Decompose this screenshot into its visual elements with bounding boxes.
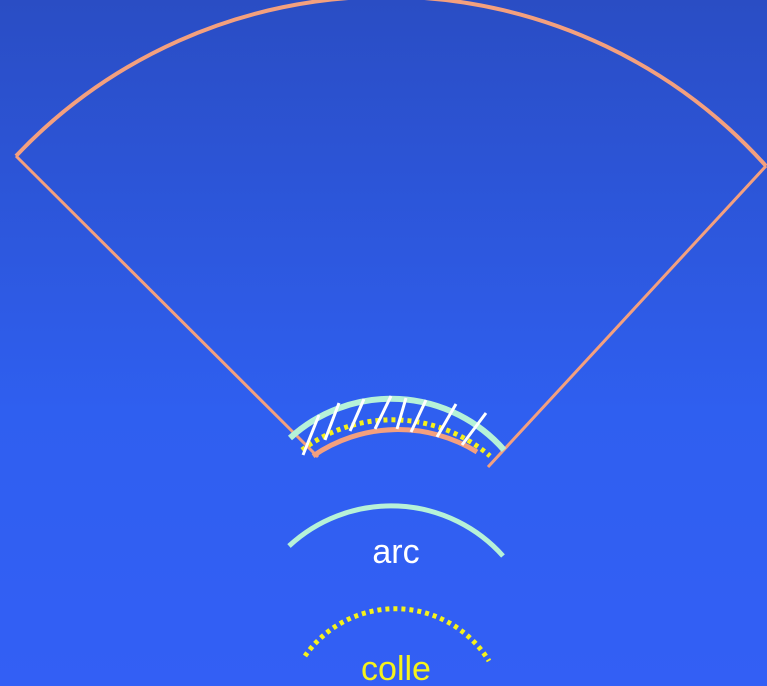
sector-outer-arc [14,0,767,168]
legend-arc-stroke [287,503,505,558]
legend-glue-label: colle [361,650,431,686]
sector-outline [14,0,767,469]
legend-glue: colle [302,606,492,686]
tick-mark [301,414,321,456]
tick-mark [435,403,458,438]
tick-mark [395,397,408,430]
legend-arc: arc [287,503,505,571]
assembly-inner-arc [311,427,479,459]
tick-marks [301,395,488,456]
sector-left-edge [14,154,320,459]
arc-assembly [287,395,507,459]
sector-right-edge [486,164,767,469]
tick-mark [460,412,488,446]
tick-mark [323,402,341,441]
tick-mark [348,398,366,432]
tick-mark [373,395,393,430]
legend-glue-stroke [302,606,492,663]
legend-arc-label: arc [372,533,419,571]
tick-mark [409,399,428,433]
